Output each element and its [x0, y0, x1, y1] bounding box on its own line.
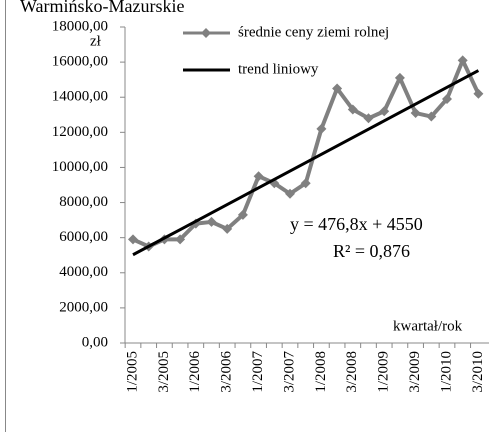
y-tick-label: 12000,00 — [52, 124, 108, 140]
x-tick-label: 1/2008 — [313, 351, 329, 393]
series-line — [132, 69, 480, 257]
marker — [347, 104, 358, 115]
x-tick-label: 3/2005 — [156, 351, 172, 393]
x-tick-label: 1/2009 — [376, 351, 392, 393]
x-tick-label: 1/2010 — [438, 351, 454, 393]
y-tick-label: 4000,00 — [59, 264, 108, 280]
marker — [285, 188, 295, 199]
marker — [363, 113, 374, 124]
x-tick-label: 3/2007 — [281, 351, 297, 393]
y-tick-label: 0,00 — [82, 334, 108, 350]
x-tick-label: 3/2006 — [219, 351, 235, 393]
y-axis-label: zł — [90, 33, 102, 49]
x-axis-label: kwartał/rok — [393, 318, 463, 334]
y-tick-label: 16000,00 — [52, 54, 108, 70]
marker — [316, 123, 327, 134]
marker — [175, 234, 186, 245]
x-tick-label: 3/2008 — [344, 351, 360, 393]
marker — [253, 171, 264, 182]
y-tick-label: 2000,00 — [59, 299, 108, 315]
x-tick-label: 1/2007 — [250, 351, 266, 393]
marker — [426, 111, 437, 122]
marker — [128, 234, 138, 245]
marker — [379, 106, 390, 117]
marker — [222, 223, 233, 234]
marker — [332, 83, 343, 94]
y-tick-label: 8000,00 — [59, 194, 108, 210]
x-tick-label: 3/2010 — [470, 351, 486, 393]
legend-label: średnie ceny ziemi rolnej — [238, 24, 389, 40]
r-squared: R² = 0,876 — [333, 241, 410, 261]
y-tick-label: 6000,00 — [59, 229, 108, 245]
marker — [206, 216, 217, 227]
marker — [457, 55, 468, 66]
marker — [442, 93, 452, 104]
y-tick-label: 10000,00 — [52, 159, 108, 175]
x-tick-label: 1/2005 — [124, 351, 140, 393]
equation: y = 476,8x + 4550 — [290, 214, 423, 234]
chart-border — [5, 0, 6, 432]
marker — [410, 108, 421, 119]
x-tick-label: 1/2006 — [187, 351, 203, 393]
legend-marker — [201, 28, 211, 38]
x-tick-label: 3/2009 — [407, 351, 423, 393]
y-tick-label: 14000,00 — [52, 89, 108, 105]
marker — [394, 72, 405, 83]
legend-label: trend liniowy — [238, 61, 319, 77]
marker — [237, 209, 248, 220]
chart-title: Warmińsko-Mazurskie — [20, 0, 185, 16]
marker — [300, 178, 311, 189]
y-tick-label: 18000,00 — [52, 18, 108, 34]
marker — [473, 88, 484, 99]
